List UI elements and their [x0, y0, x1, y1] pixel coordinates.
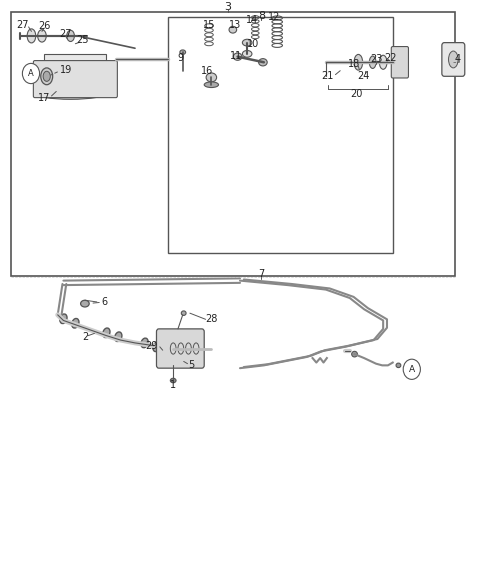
Text: 20: 20 — [351, 89, 363, 99]
Ellipse shape — [35, 72, 107, 86]
Text: 4: 4 — [454, 54, 460, 65]
Ellipse shape — [204, 82, 218, 88]
Ellipse shape — [27, 29, 36, 43]
Bar — [11, 12, 455, 276]
Text: 1: 1 — [170, 380, 176, 390]
Text: 18: 18 — [348, 59, 360, 69]
PathPatch shape — [44, 54, 107, 76]
Text: 10: 10 — [247, 38, 260, 49]
Ellipse shape — [242, 50, 252, 57]
Text: 27: 27 — [17, 20, 29, 29]
FancyBboxPatch shape — [442, 42, 465, 76]
Text: 27: 27 — [60, 29, 72, 39]
Circle shape — [23, 63, 39, 84]
Ellipse shape — [233, 53, 242, 61]
Text: 9: 9 — [177, 53, 183, 63]
Ellipse shape — [229, 27, 237, 33]
Text: 26: 26 — [38, 21, 50, 31]
Ellipse shape — [206, 73, 216, 82]
Text: 7: 7 — [258, 269, 264, 279]
Ellipse shape — [170, 378, 176, 383]
Text: 21: 21 — [321, 71, 334, 82]
Text: 11: 11 — [230, 50, 242, 61]
Ellipse shape — [103, 328, 110, 337]
Ellipse shape — [369, 56, 376, 68]
Text: 3: 3 — [225, 2, 231, 12]
Ellipse shape — [352, 351, 358, 357]
Text: 25: 25 — [76, 35, 89, 45]
FancyBboxPatch shape — [156, 329, 204, 368]
Text: 15: 15 — [203, 20, 215, 29]
Ellipse shape — [448, 51, 458, 68]
Ellipse shape — [72, 319, 79, 328]
Text: 19: 19 — [60, 65, 72, 75]
Ellipse shape — [379, 55, 387, 69]
Ellipse shape — [115, 332, 122, 341]
Text: 22: 22 — [384, 53, 396, 63]
Ellipse shape — [259, 59, 267, 66]
PathPatch shape — [35, 79, 107, 93]
Circle shape — [403, 359, 420, 379]
FancyBboxPatch shape — [34, 61, 117, 97]
Text: 5: 5 — [188, 361, 194, 370]
Bar — [168, 18, 393, 253]
Ellipse shape — [354, 54, 363, 70]
Text: 13: 13 — [229, 20, 241, 29]
Ellipse shape — [67, 30, 74, 41]
Ellipse shape — [41, 68, 53, 85]
Ellipse shape — [60, 314, 67, 324]
Ellipse shape — [396, 363, 401, 367]
FancyBboxPatch shape — [391, 46, 408, 78]
Text: 23: 23 — [370, 54, 382, 65]
Text: 8: 8 — [258, 11, 265, 21]
Text: A: A — [28, 69, 34, 78]
Text: 14: 14 — [246, 15, 258, 25]
Ellipse shape — [81, 300, 89, 307]
Ellipse shape — [181, 311, 186, 315]
Text: 24: 24 — [357, 71, 369, 82]
Ellipse shape — [180, 50, 186, 54]
Text: 2: 2 — [82, 332, 88, 342]
Ellipse shape — [37, 30, 46, 42]
Ellipse shape — [141, 338, 148, 348]
Text: 29: 29 — [145, 341, 158, 351]
Text: 6: 6 — [101, 298, 107, 307]
Ellipse shape — [242, 39, 252, 46]
Text: 16: 16 — [201, 66, 213, 76]
Ellipse shape — [43, 71, 50, 82]
Text: 12: 12 — [268, 12, 280, 22]
Text: A: A — [409, 365, 415, 374]
Ellipse shape — [35, 87, 107, 99]
Ellipse shape — [153, 342, 160, 351]
Text: 28: 28 — [205, 314, 217, 324]
Text: 17: 17 — [38, 93, 50, 102]
